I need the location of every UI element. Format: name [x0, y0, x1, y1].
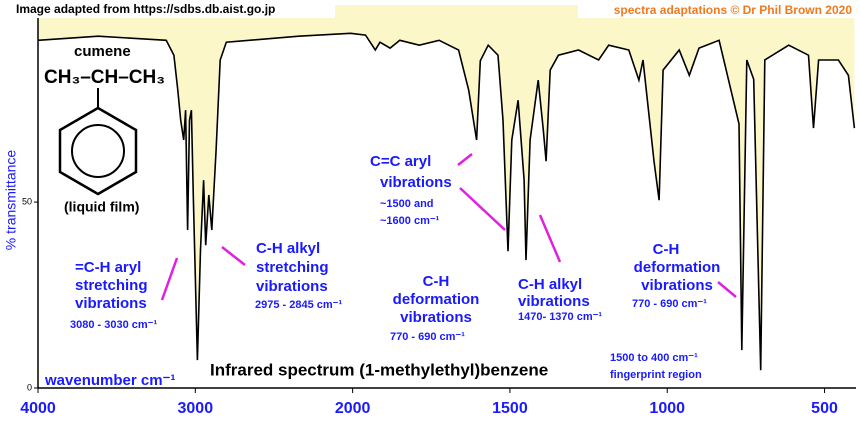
annotation: C-H alkyl [518, 276, 582, 293]
annotation: vibrations [256, 278, 328, 295]
annotation: vibrations [400, 309, 472, 326]
pointer [459, 187, 506, 231]
annotation: vibrations [75, 295, 147, 312]
annotation: 3080 - 3030 cm⁻¹ [70, 319, 157, 331]
annotation: ~1600 cm⁻¹ [380, 215, 440, 227]
annotation: deformation [634, 259, 721, 276]
pointer [221, 246, 246, 266]
x-tick-label: 3000 [178, 400, 214, 417]
source: Image adapted from https://sdbs.db.aist.… [16, 2, 275, 16]
annotation: ~1500 and [380, 198, 434, 210]
annotation: stretching [75, 277, 148, 294]
ring-circle [71, 124, 125, 178]
annotation: =C-H aryl [75, 259, 141, 276]
source-box [10, 0, 335, 18]
annotation: 770 - 690 cm⁻¹ [632, 298, 707, 310]
pointer [457, 153, 473, 166]
molecule-formula: CH₃–CH–CH₃ [44, 67, 165, 88]
transmittance-fill [38, 5, 855, 371]
y-tick-label: 50 [22, 196, 32, 206]
annotation: 1470- 1370 cm⁻¹ [518, 311, 602, 323]
molecule-state: (liquid film) [64, 199, 139, 215]
y-axis-label: % transmittance [3, 150, 19, 251]
x-tick-label: 1000 [649, 400, 685, 417]
annotation: fingerprint region [610, 369, 702, 381]
chart-title: Infrared spectrum (1-methylethyl)benzene [210, 360, 548, 379]
molecule-name: cumene [74, 43, 131, 60]
plot [37, 5, 856, 389]
annotation: stretching [256, 259, 329, 276]
x-tick-label: 500 [811, 400, 838, 417]
annotation: 770 - 690 cm⁻¹ [390, 331, 465, 343]
annotation: C=C aryl [370, 153, 431, 170]
annotation: deformation [393, 291, 480, 308]
annotation: C-H [423, 273, 450, 290]
pointer [717, 281, 737, 298]
x-tick-label: 2000 [335, 400, 371, 417]
annotation: vibrations [518, 293, 590, 310]
annotation: C-H alkyl [256, 240, 320, 257]
credit-box [578, 0, 858, 18]
spectrum-line [37, 32, 856, 371]
annotation: 2975 - 2845 cm⁻¹ [255, 299, 342, 311]
annotation: 1500 to 400 cm⁻¹ [610, 352, 698, 364]
annotation: vibrations [380, 174, 452, 191]
x-tick-label: 1500 [492, 400, 528, 417]
pointer [160, 257, 179, 301]
x-axis-label: wavenumber cm⁻¹ [44, 372, 175, 389]
annotation: vibrations [641, 277, 713, 294]
x-tick-label: 4000 [20, 400, 56, 417]
benzene-ring [58, 106, 138, 196]
annotation: C-H [653, 241, 680, 258]
credit: spectra adaptations © Dr Phil Brown 2020 [614, 3, 853, 17]
pointer [538, 214, 562, 263]
y-tick-label: 0 [27, 382, 32, 392]
